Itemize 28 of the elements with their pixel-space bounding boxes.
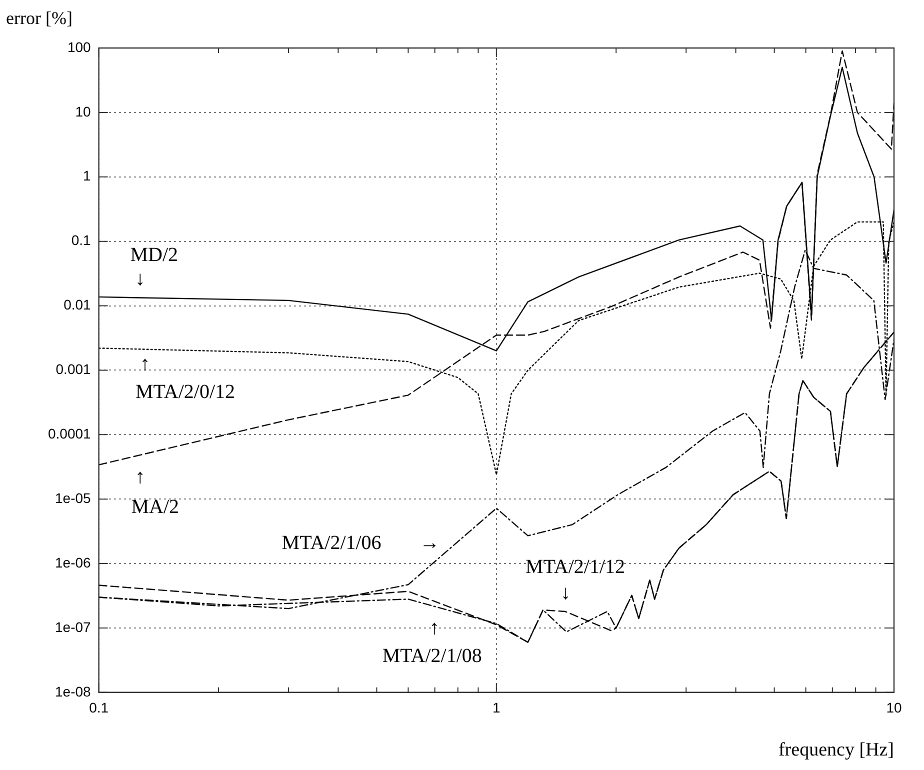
y-tick-label: 1e-08 (55, 683, 92, 700)
y-tick-label: 1e-07 (55, 618, 92, 635)
annotation: → (420, 532, 440, 554)
annotation: ↑ (135, 466, 146, 488)
y-tick-label: 0.01 (64, 296, 92, 313)
y-axis-title: error [%] (6, 8, 72, 29)
x-tick-label: 10 (886, 700, 902, 716)
x-tick-label: 1 (492, 700, 501, 716)
series-label: MTA/2/1/12 (526, 556, 626, 578)
annotation: ↑ (140, 352, 150, 375)
annotation: ↓ (560, 582, 571, 604)
y-tick-label: 1 (83, 168, 92, 184)
series-label: MTA/2/0/12 (135, 381, 235, 404)
series-label: MA/2 (131, 496, 180, 518)
annotation: ↑ (429, 617, 440, 640)
series-label: MD/2 (130, 244, 178, 266)
y-tick-label: 1e-05 (55, 490, 92, 506)
y-tick-label: 100 (67, 38, 92, 55)
annotation: ↓ (135, 268, 146, 290)
x-tick-label: 0.1 (89, 700, 109, 716)
series-label: MTA/2/1/08 (382, 644, 482, 667)
y-tick-label: 0.0001 (48, 426, 92, 442)
x-axis-title: frequency [Hz] (778, 740, 894, 761)
y-tick-label: 0.1 (71, 232, 92, 248)
y-tick-label: 1e-06 (55, 554, 92, 570)
series-label: MTA/2/1/06 (282, 532, 382, 554)
y-tick-label: 10 (75, 103, 92, 120)
y-tick-label: 0.001 (56, 361, 92, 378)
